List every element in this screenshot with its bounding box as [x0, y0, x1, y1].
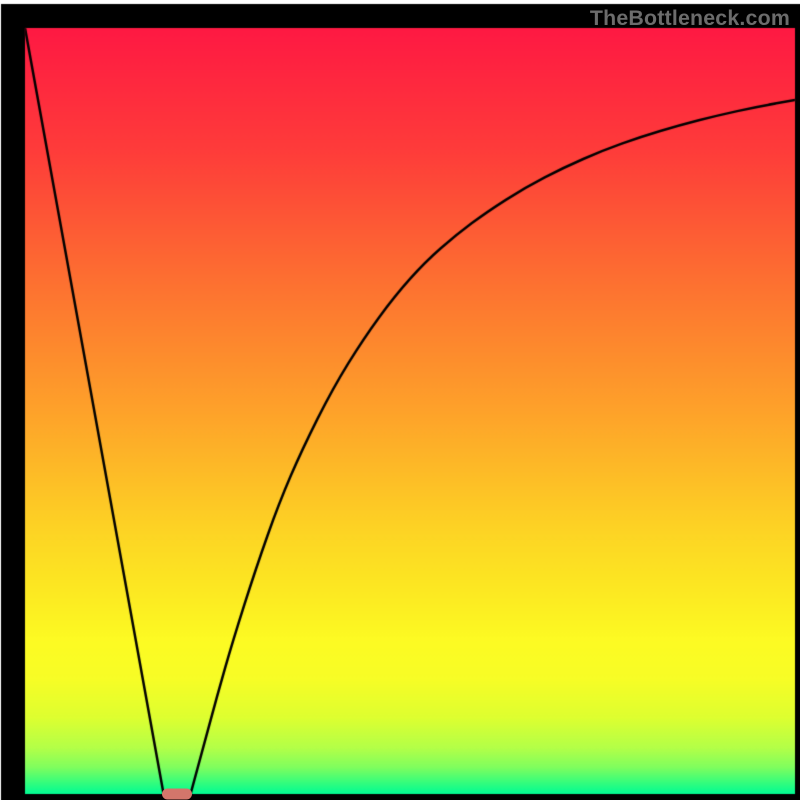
watermark-text: TheBottleneck.com: [590, 6, 790, 31]
optimal-point-marker: [162, 789, 192, 800]
chart-container: TheBottleneck.com: [0, 0, 800, 800]
bottleneck-curve: [0, 0, 800, 800]
